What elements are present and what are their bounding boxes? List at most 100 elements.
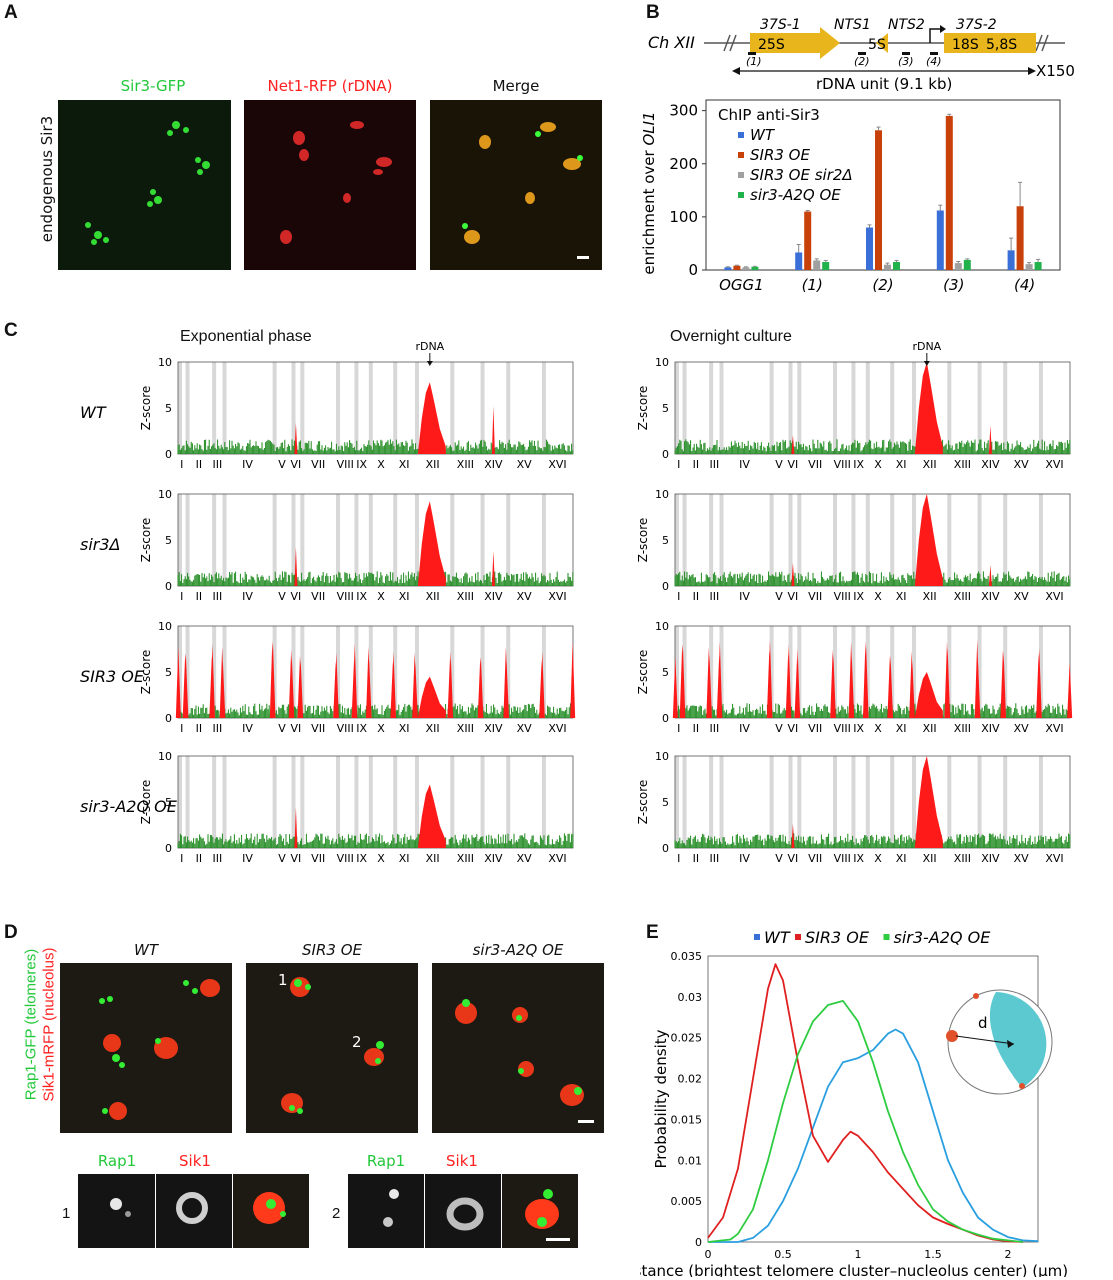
y-tick-label: 5 [165, 796, 172, 809]
chromosome-band [336, 494, 341, 586]
bar [1034, 262, 1042, 270]
chromosome-label: II [693, 458, 700, 471]
legend-swatch [738, 132, 744, 138]
chromosome-band [833, 756, 838, 848]
chromosome-label: VI [788, 590, 799, 603]
y-tick-label: 300 [669, 102, 698, 120]
chromosome-band [212, 362, 217, 454]
chromosome-label: VI [291, 590, 302, 603]
panelD-caption-a2q: sir3-A2Q OE [472, 941, 564, 959]
svg-text:(4): (4) [926, 55, 942, 68]
rdna-peak [417, 676, 446, 718]
chromosome-band [393, 626, 398, 718]
zscore-peak [448, 651, 454, 718]
row-label: sir3Δ [80, 535, 120, 554]
chromosome-band [709, 362, 714, 454]
chromosome-label: IV [739, 458, 750, 471]
chromosome-label: XI [896, 458, 907, 471]
svg-text:18S: 18S [952, 37, 979, 53]
chromosome-band [450, 626, 455, 718]
zscore-peak [366, 659, 372, 718]
chromosome-band [506, 362, 511, 454]
zscore-peak [333, 652, 339, 718]
y-axis-label: Z-score [636, 518, 650, 563]
chromosome-band [833, 494, 838, 586]
zscore-peak [294, 547, 298, 586]
sub-caption-sik1-1: Sik1 [179, 1152, 211, 1170]
micrograph-d-a2q [432, 963, 604, 1133]
legend-swatch [738, 172, 744, 178]
y-axis-label: Z-score [139, 650, 153, 695]
zscore-peak [680, 644, 686, 718]
chromosome-band [977, 362, 982, 454]
chromosome-label: XI [896, 722, 907, 735]
panelD-caption-wt: WT [134, 941, 158, 959]
legend-label: sir3-A2Q OE [894, 928, 992, 947]
chromosome-label: XIII [954, 722, 971, 735]
sub-caption-rap1-2: Rap1 [366, 1152, 406, 1170]
chromosome-band [865, 494, 870, 586]
bar [1025, 264, 1033, 270]
chromosome-band [222, 362, 227, 454]
chromosome-label: III [212, 722, 222, 735]
chromosome-band [222, 626, 227, 718]
chromosome-label: VIII [834, 852, 851, 865]
cell-label-2: 2 [352, 1033, 362, 1051]
chromosome-label: IX [356, 590, 367, 603]
y-tick-label: 10 [158, 356, 172, 369]
chromosome-band [675, 362, 679, 454]
bar [795, 252, 803, 270]
zscore-peak [767, 640, 773, 718]
zscore-peak [289, 657, 295, 718]
plot-frame [177, 493, 574, 587]
y-tick-label: 5 [662, 402, 669, 415]
x-tick-label: 2 [1005, 1248, 1012, 1261]
chromosome-band [480, 362, 485, 454]
cell-row-label-2: 2 [332, 1205, 341, 1222]
y-axis-label: Z-score [139, 780, 153, 825]
chromosome-label: I [180, 852, 183, 865]
chromosome-band [336, 362, 341, 454]
chromosome-label: I [180, 458, 183, 471]
distance-density-chart: 0 0.005 0.01 0.015 0.02 0.025 0.03 0.035 0 0.5 1 1.… [640, 928, 1068, 1277]
row-label: WT [80, 403, 107, 422]
chart-title: ChIP anti-Sir3 [718, 106, 820, 124]
y-tick-label: 0 [688, 261, 698, 279]
bar [804, 211, 812, 270]
chromosome-label: XIV [981, 458, 1000, 471]
chromosome-label: VII [311, 590, 325, 603]
legend-label: SIR3 OE [805, 928, 870, 947]
chromosome-band [185, 756, 190, 848]
chromosome-band [354, 362, 359, 454]
chromosome-band [541, 362, 546, 454]
chromosome-band [977, 626, 982, 718]
svg-text:(2): (2) [854, 55, 870, 68]
chromosome-label: XI [399, 852, 410, 865]
chromosome-band [368, 362, 373, 454]
chromosome-label: VII [311, 458, 325, 471]
chromosome-label: IX [853, 722, 864, 735]
chromosome-label: II [693, 722, 700, 735]
chromosome-label: VIII [337, 458, 354, 471]
chromosome-label: III [212, 852, 222, 865]
chromosome-band [300, 756, 305, 848]
svg-text:X150: X150 [1036, 62, 1075, 80]
chromosome-label: XIV [484, 722, 503, 735]
chromosome-band [709, 626, 714, 718]
rdna-unit-diagram: Ch XII 37S-1 25S NTS1 5S NTS2 37S-2 18S … [648, 17, 1075, 93]
zscore-signal [177, 833, 574, 848]
chromosome-band [185, 362, 190, 454]
inset-distance-arrow [955, 1035, 1015, 1045]
zscore-peak [352, 643, 358, 718]
chromosome-label: X [874, 852, 882, 865]
rdna-annotation: rDNA [912, 340, 941, 353]
chromosome-label: XV [1014, 722, 1030, 735]
x-tick-label: 1.5 [924, 1248, 942, 1261]
chromosome-band [797, 494, 802, 586]
chromosome-band [541, 494, 546, 586]
chromosome-band [1003, 626, 1008, 718]
rdna-peak [914, 756, 943, 848]
chromosome-band [890, 362, 895, 454]
chromosome-band [1003, 756, 1008, 848]
y-axis-label: Z-score [139, 518, 153, 563]
